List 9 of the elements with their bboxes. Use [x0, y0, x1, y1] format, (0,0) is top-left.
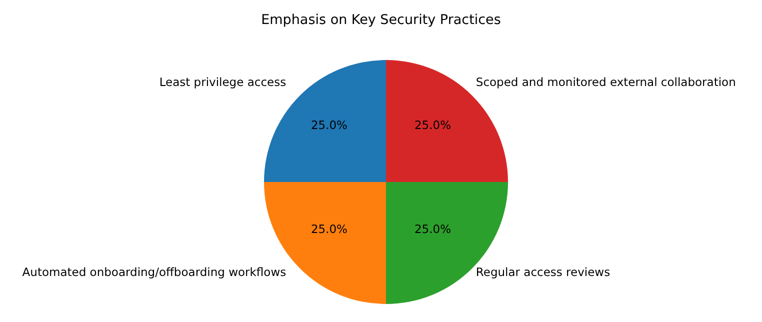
slice-label: Automated onboarding/offboarding workflows — [22, 264, 286, 279]
data-label: 25.0% — [414, 222, 452, 236]
data-label: 25.0% — [414, 118, 452, 132]
slice-label: Scoped and monitored external collaboration — [476, 75, 736, 90]
slice-label: Regular access reviews — [476, 264, 610, 279]
data-label: 25.0% — [310, 222, 348, 236]
data-label: 25.0% — [310, 118, 348, 132]
chart-title: Emphasis on Key Security Practices — [261, 12, 501, 28]
slice-label: Least privilege access — [159, 75, 286, 90]
